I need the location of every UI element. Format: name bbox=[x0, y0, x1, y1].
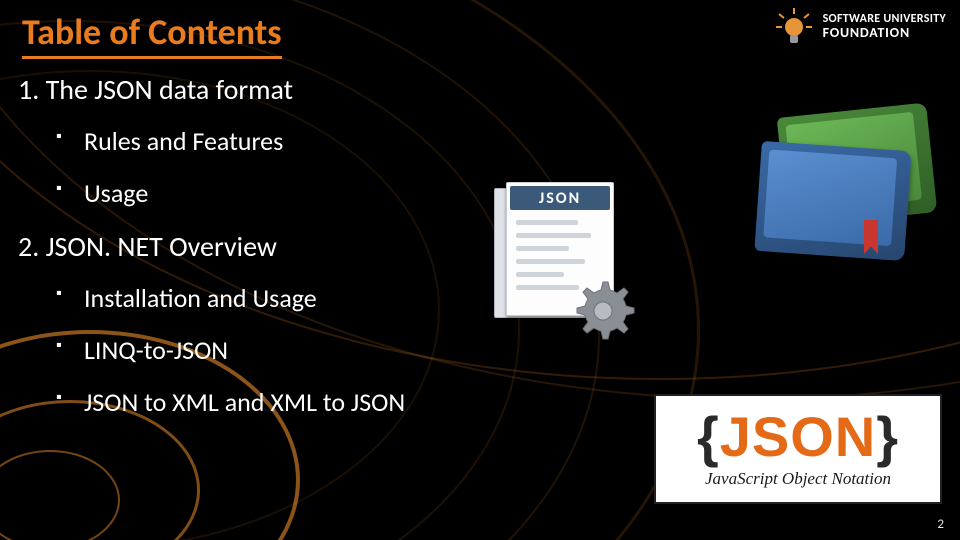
toc-number: 2. bbox=[18, 229, 39, 264]
book-icon bbox=[754, 141, 911, 261]
logo-text: SOFTWARE UNIVERSITY FOUNDATION bbox=[823, 13, 946, 40]
json-file-graphic: JSON bbox=[492, 182, 632, 342]
gear-icon bbox=[568, 276, 638, 346]
org-logo: SOFTWARE UNIVERSITY FOUNDATION bbox=[773, 6, 946, 48]
toc-heading: JSON. NET Overview bbox=[46, 229, 277, 264]
slide-title: Table of Contents bbox=[22, 10, 282, 59]
toc-heading: The JSON data format bbox=[46, 72, 293, 107]
page-number: 2 bbox=[937, 517, 944, 532]
brace-left-icon: { bbox=[697, 405, 720, 468]
toc-item-1: 1. The JSON data format bbox=[18, 72, 638, 107]
toc-bullet: Rules and Features bbox=[56, 115, 638, 167]
brace-right-icon: } bbox=[876, 405, 899, 468]
json-badge-title: {JSON} bbox=[697, 409, 899, 465]
json-badge: {JSON} JavaScript Object Notation bbox=[654, 394, 942, 504]
json-tab-label: JSON bbox=[510, 186, 610, 210]
lightbulb-icon bbox=[773, 6, 815, 48]
json-badge-subtitle: JavaScript Object Notation bbox=[705, 469, 891, 489]
json-badge-text: JSON bbox=[720, 405, 877, 468]
books-graphic bbox=[752, 90, 942, 260]
logo-line2: FOUNDATION bbox=[823, 26, 946, 41]
toc-number: 1. bbox=[18, 72, 39, 107]
toc-bullet: JSON to XML and XML to JSON bbox=[56, 376, 638, 428]
